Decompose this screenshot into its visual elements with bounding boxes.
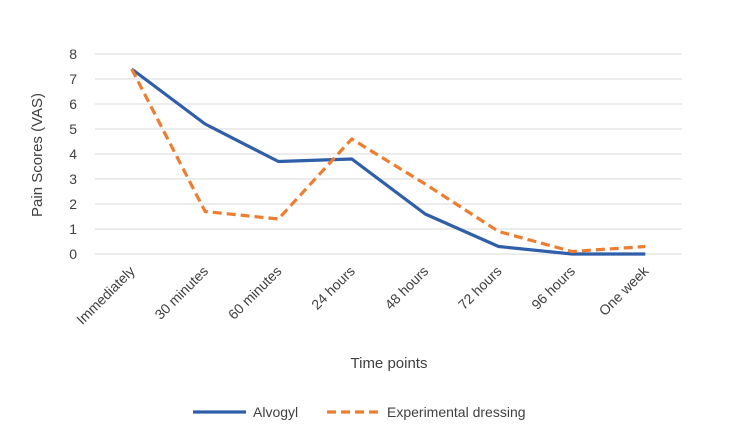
y-tick-label: 8 [69, 46, 77, 62]
y-axis-ticks: 0 1 2 3 4 5 6 7 8 [69, 46, 77, 262]
series-line-0 [130, 67, 646, 256]
x-axis-ticks: Immediately 30 minutes 60 minutes 24 hours 4… [73, 262, 652, 327]
x-axis-title: Time points [351, 355, 428, 372]
legend-label-1: Experimental dressing [387, 404, 526, 420]
series-lines [130, 67, 646, 256]
y-tick-label: 5 [69, 121, 77, 137]
y-tick-label: 2 [69, 196, 77, 212]
y-tick-label: 6 [69, 96, 77, 112]
x-tick-label: 30 minutes [151, 263, 211, 323]
x-tick-label: One week [596, 262, 653, 319]
y-tick-label: 7 [69, 71, 77, 87]
legend-label-0: Alvogyl [253, 404, 298, 420]
y-tick-label: 4 [69, 146, 77, 162]
legend: Alvogyl Experimental dressing [193, 404, 526, 420]
x-tick-label: 48 hours [381, 263, 431, 313]
y-tick-label: 1 [69, 221, 77, 237]
y-axis-title: Pain Scores (VAS) [29, 93, 46, 217]
series-line-1 [130, 68, 646, 254]
y-tick-label: 3 [69, 171, 77, 187]
x-tick-label: 72 hours [455, 263, 505, 313]
x-tick-label: 24 hours [308, 263, 358, 313]
gridlines [95, 53, 682, 255]
y-tick-label: 0 [69, 246, 77, 262]
x-tick-label: Immediately [73, 263, 138, 328]
x-tick-label: 60 minutes [225, 263, 285, 323]
x-tick-label: 96 hours [528, 263, 578, 313]
